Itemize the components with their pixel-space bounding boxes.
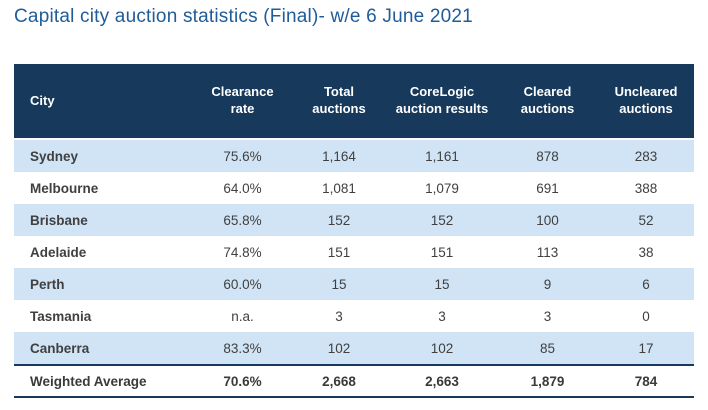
value-cell-corelogic-auction-results: 1,079 xyxy=(425,180,459,196)
auction-stats-table-container: City Clearance rate Total auctions CoreLogi… xyxy=(14,64,694,398)
value-cell-cleared-auctions: 113 xyxy=(536,244,559,260)
column-header-cleared-auctions: Cleared auctions xyxy=(497,64,598,140)
value-cell-cleared-auctions: 3 xyxy=(543,308,552,324)
weighted-average-corelogic-auction-results: 2,663 xyxy=(387,364,497,398)
column-header-uncleared-auctions: Uncleared auctions xyxy=(598,64,694,140)
value-cell-corelogic-auction-results: 151 xyxy=(430,244,454,260)
city-cell: Canberra xyxy=(30,340,90,356)
value-cell-cleared-auctions: 85 xyxy=(539,340,556,356)
value-cell-clearance-rate: 83.3% xyxy=(223,340,262,356)
table-row: Adelaide 74.8% 151 151 113 38 xyxy=(14,236,694,268)
auction-stats-table: City Clearance rate Total auctions CoreLogi… xyxy=(14,64,694,398)
value-cell-clearance-rate: n.a. xyxy=(231,308,254,324)
value-cell-uncleared-auctions: 388 xyxy=(634,180,658,196)
value-cell-clearance-rate: 60.0% xyxy=(223,276,262,292)
value-cell-uncleared-auctions: 283 xyxy=(634,148,658,164)
value-cell-total-auctions: 3 xyxy=(335,308,343,324)
city-cell: Adelaide xyxy=(30,244,87,260)
table-row: Melbourne 64.0% 1,081 1,079 691 388 xyxy=(14,172,694,204)
table-row: Canberra 83.3% 102 102 85 17 xyxy=(14,332,694,365)
header-row: City Clearance rate Total auctions CoreLogi… xyxy=(14,64,694,140)
column-header-clearance-rate: Clearance rate xyxy=(194,64,291,140)
value-cell-uncleared-auctions: 38 xyxy=(638,244,654,260)
value-cell-total-auctions: 15 xyxy=(331,276,347,292)
value-cell-corelogic-auction-results: 102 xyxy=(430,340,454,356)
table-row: Tasmania n.a. 3 3 3 0 xyxy=(14,300,694,332)
table-row: Brisbane 65.8% 152 152 100 52 xyxy=(14,204,694,236)
value-cell-total-auctions: 1,164 xyxy=(322,148,356,164)
value-cell-uncleared-auctions: 17 xyxy=(638,340,654,356)
value-cell-uncleared-auctions: 0 xyxy=(642,308,650,324)
value-cell-corelogic-auction-results: 3 xyxy=(438,308,446,324)
city-cell: Brisbane xyxy=(30,212,88,228)
table-row: Sydney 75.6% 1,164 1,161 878 283 xyxy=(14,139,694,172)
value-cell-total-auctions: 152 xyxy=(327,212,351,228)
city-cell: Sydney xyxy=(30,148,79,164)
value-cell-clearance-rate: 65.8% xyxy=(223,212,262,228)
value-cell-total-auctions: 151 xyxy=(327,244,351,260)
weighted-average-uncleared-auctions: 784 xyxy=(598,364,694,398)
value-cell-uncleared-auctions: 52 xyxy=(638,212,654,228)
weighted-average-row: Weighted Average 70.6% 2,668 2,663 1,879 784 xyxy=(14,364,694,398)
value-cell-cleared-auctions: 9 xyxy=(543,276,552,292)
weighted-average-cleared-auctions: 1,879 xyxy=(497,364,598,398)
value-cell-clearance-rate: 64.0% xyxy=(223,180,262,196)
value-cell-total-auctions: 102 xyxy=(327,340,351,356)
city-cell: Tasmania xyxy=(30,308,92,324)
weighted-average-total-auctions: 2,668 xyxy=(291,364,387,398)
column-header-corelogic-auction-results: CoreLogic auction results xyxy=(387,64,497,140)
weighted-average-clearance-rate: 70.6% xyxy=(194,364,291,398)
value-cell-clearance-rate: 74.8% xyxy=(223,244,262,260)
value-cell-cleared-auctions: 691 xyxy=(536,180,559,196)
value-cell-corelogic-auction-results: 1,161 xyxy=(425,148,459,164)
weighted-average-label: Weighted Average xyxy=(14,364,194,398)
value-cell-uncleared-auctions: 6 xyxy=(642,276,650,292)
value-cell-cleared-auctions: 878 xyxy=(536,148,559,164)
city-cell: Melbourne xyxy=(30,180,99,196)
table-row: Perth 60.0% 15 15 9 6 xyxy=(14,268,694,300)
column-header-total-auctions: Total auctions xyxy=(291,64,387,140)
value-cell-corelogic-auction-results: 152 xyxy=(430,212,454,228)
city-cell: Perth xyxy=(30,276,65,292)
page-title: Capital city auction statistics (Final)-… xyxy=(14,6,473,27)
value-cell-cleared-auctions: 100 xyxy=(536,212,559,228)
column-header-city: City xyxy=(14,64,194,140)
value-cell-total-auctions: 1,081 xyxy=(322,180,356,196)
value-cell-corelogic-auction-results: 15 xyxy=(434,276,450,292)
value-cell-clearance-rate: 75.6% xyxy=(223,148,262,164)
